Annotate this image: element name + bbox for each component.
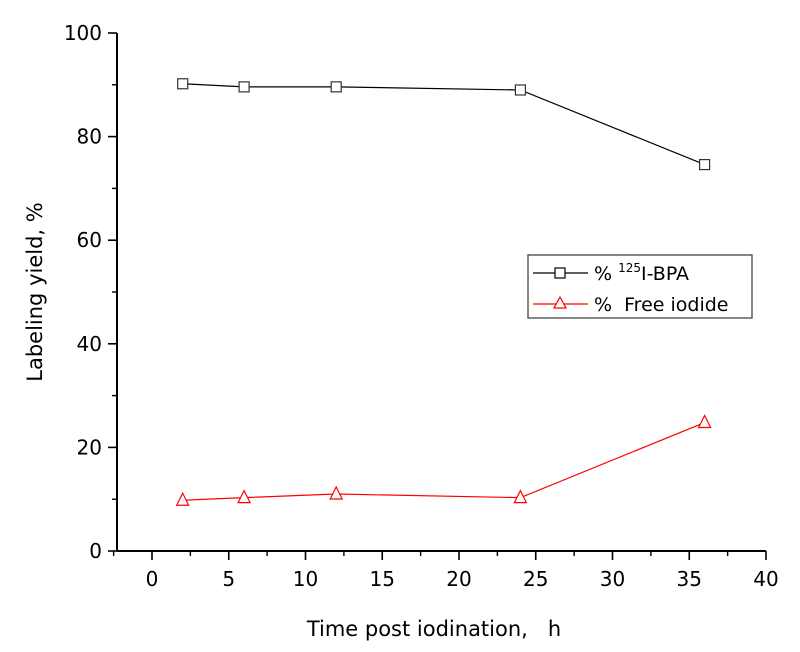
legend-label-bpa: % 125I-BPA bbox=[594, 261, 689, 285]
x-tick-label: 30 bbox=[600, 567, 625, 591]
data-point-square bbox=[238, 81, 250, 93]
x-tick-labels: 0 5 10 15 20 25 30 35 40 bbox=[146, 567, 779, 591]
data-point-triangle bbox=[237, 489, 252, 504]
legend-suffix: I-BPA bbox=[641, 263, 689, 285]
y-tick-label: 20 bbox=[77, 435, 102, 459]
data-point-triangle bbox=[329, 485, 344, 500]
x-tick-label: 35 bbox=[677, 567, 702, 591]
y-tick-label: 100 bbox=[64, 21, 102, 45]
data-point-triangle bbox=[175, 491, 190, 506]
data-point-square bbox=[177, 78, 189, 90]
y-axis-title: Labeling yield, % bbox=[23, 202, 47, 381]
legend-marker-square bbox=[554, 267, 566, 279]
x-tick-label: 0 bbox=[146, 567, 159, 591]
tick-marks bbox=[108, 32, 767, 560]
x-tick-label: 5 bbox=[222, 567, 235, 591]
x-tick-label: 10 bbox=[293, 567, 318, 591]
y-tick-labels: 0 20 40 60 80 100 bbox=[64, 21, 102, 563]
series-line bbox=[182, 421, 705, 501]
legend: % 125I-BPA % Free iodide bbox=[527, 254, 753, 319]
data-point-triangle bbox=[513, 489, 528, 504]
x-tick-label: 15 bbox=[370, 567, 395, 591]
series-line bbox=[182, 83, 705, 166]
legend-prefix: % bbox=[594, 263, 618, 285]
legend-entry-bpa: % 125I-BPA bbox=[533, 261, 689, 285]
data-point-triangle bbox=[697, 414, 712, 429]
series-bpa bbox=[177, 78, 711, 171]
x-tick-label: 20 bbox=[446, 567, 471, 591]
data-point-square bbox=[514, 84, 527, 96]
legend-entry-iodide: % Free iodide bbox=[533, 294, 728, 316]
series-group bbox=[175, 78, 712, 506]
series-free-iodide bbox=[175, 414, 712, 506]
y-tick-label: 0 bbox=[89, 539, 102, 563]
x-axis-title: Time post iodination, h bbox=[306, 617, 561, 641]
data-point-square bbox=[330, 81, 342, 93]
y-tick-label: 80 bbox=[77, 125, 102, 149]
legend-superscript: 125 bbox=[618, 261, 641, 275]
y-tick-label: 60 bbox=[77, 228, 102, 252]
data-point-square bbox=[698, 158, 711, 171]
legend-label-iodide: % Free iodide bbox=[594, 294, 728, 316]
y-tick-label: 40 bbox=[77, 332, 102, 356]
legend-marker-triangle bbox=[552, 295, 568, 309]
x-tick-label: 25 bbox=[523, 567, 548, 591]
x-tick-label: 40 bbox=[753, 567, 778, 591]
